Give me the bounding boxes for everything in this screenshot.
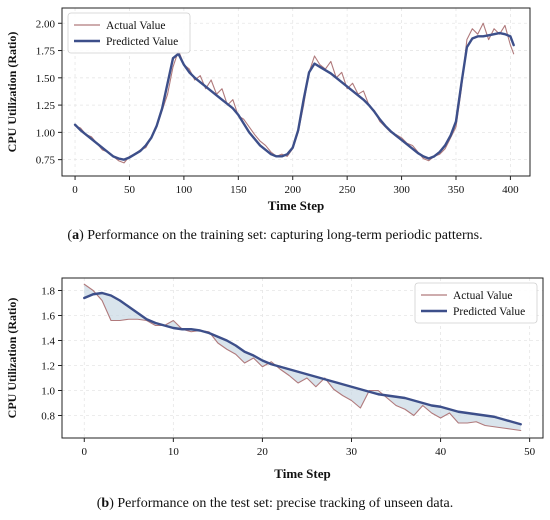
series-line-actual bbox=[83, 283, 522, 432]
y-tick-label: 1.8 bbox=[41, 286, 55, 298]
legend-box bbox=[414, 282, 538, 324]
y-tick-label: 1.4 bbox=[41, 336, 55, 348]
caption-a: (a) Performance on the training set: cap… bbox=[67, 228, 483, 243]
y-tick-label: 1.75 bbox=[36, 46, 56, 58]
chart-panel-b: 0 10 20 30 40 50 0.8 1.0 1.2 1.4 1.6 1.8 Time Step CP… bbox=[5, 277, 544, 481]
y-tick-label: 1.00 bbox=[36, 127, 56, 139]
legend-box bbox=[67, 12, 191, 54]
caption-b-label: b bbox=[101, 496, 110, 511]
y-tick-label: 1.6 bbox=[41, 311, 55, 323]
y-tick-label: 0.8 bbox=[41, 411, 55, 423]
y-axis-label: CPU Utilization (Ratio) bbox=[5, 32, 19, 153]
x-tick-label: 20 bbox=[257, 446, 269, 458]
x-tick-label: 100 bbox=[176, 184, 193, 196]
x-tick-label: 0 bbox=[72, 184, 78, 196]
y-tick-label: 1.50 bbox=[36, 73, 56, 85]
x-tick-label: 0 bbox=[82, 446, 88, 458]
y-tick-label: 1.0 bbox=[41, 386, 55, 398]
legend-label-predicted: Predicted Value bbox=[106, 36, 178, 48]
x-tick-label: 350 bbox=[448, 184, 465, 196]
y-axis-label: CPU Utilization (Ratio) bbox=[5, 298, 19, 419]
caption-a-text: Performance on the training set: capturi… bbox=[83, 228, 483, 243]
series-line-predicted bbox=[73, 31, 515, 161]
y-tick-label: 1.2 bbox=[41, 361, 55, 373]
x-tick-label: 300 bbox=[393, 184, 410, 196]
x-tick-label: 10 bbox=[168, 446, 180, 458]
series-line-predicted bbox=[83, 291, 522, 426]
fill-between-area bbox=[84, 284, 521, 431]
x-tick-label: 50 bbox=[124, 184, 136, 196]
x-tick-label: 400 bbox=[502, 184, 519, 196]
legend-label-predicted: Predicted Value bbox=[453, 306, 525, 318]
caption-a-label: a bbox=[72, 228, 80, 243]
x-axis-label: Time Step bbox=[274, 466, 330, 481]
plot-frame bbox=[61, 7, 531, 177]
x-tick-label: 250 bbox=[339, 184, 356, 196]
legend: Actual Value Predicted Value bbox=[67, 12, 191, 54]
y-tick-label: 2.00 bbox=[36, 18, 56, 30]
x-axis-label: Time Step bbox=[268, 198, 324, 213]
caption-b: (b) Performance on the test set: precise… bbox=[96, 496, 454, 511]
x-tick-label: 150 bbox=[230, 184, 247, 196]
y-tick-label: 0.75 bbox=[36, 155, 56, 167]
plot-frame bbox=[61, 277, 544, 439]
caption-b-text: Performance on the test set: precise tra… bbox=[113, 496, 454, 511]
x-tick-label: 40 bbox=[435, 446, 447, 458]
chart-panel-a: 0 50 100 150 200 250 300 350 400 0.75 1.00 1.25 1.50… bbox=[5, 7, 531, 213]
y-tick-label: 1.25 bbox=[36, 100, 56, 112]
x-tick-label: 30 bbox=[346, 446, 358, 458]
legend: Actual Value Predicted Value bbox=[414, 282, 538, 324]
legend-label-actual: Actual Value bbox=[106, 20, 166, 32]
x-tick-label: 50 bbox=[524, 446, 536, 458]
x-tick-label: 200 bbox=[284, 184, 301, 196]
legend-label-actual: Actual Value bbox=[453, 290, 513, 302]
